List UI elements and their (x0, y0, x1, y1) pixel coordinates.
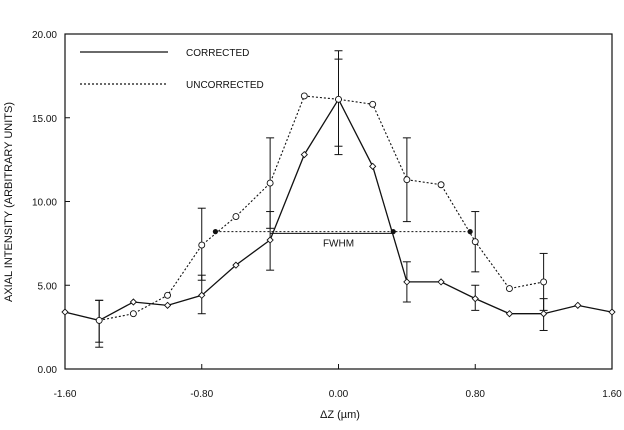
fwhm-label: FWHM (323, 239, 354, 250)
data-point (369, 100, 377, 108)
data-point (163, 301, 172, 309)
data-point (505, 285, 513, 293)
half-max-marker (467, 229, 473, 235)
data-point (198, 291, 206, 299)
data-point (608, 308, 616, 316)
data-point (437, 181, 445, 189)
x-tick-label: 1.60 (602, 389, 622, 400)
x-tick-label: -1.60 (54, 389, 77, 400)
data-point (129, 310, 137, 318)
data-point (198, 241, 206, 249)
data-point (61, 308, 69, 316)
error-bars (95, 50, 548, 348)
data-point (266, 236, 274, 244)
series-markers (61, 92, 616, 325)
legend-label-corrected: CORRECTED (186, 48, 249, 59)
data-point (232, 261, 240, 269)
data-point (471, 238, 479, 246)
y-tick-label: 0.00 (38, 365, 58, 376)
data-point (369, 162, 377, 170)
y-tick-label: 10.00 (32, 198, 57, 209)
y-axis-title: AXIAL INTENSITY (ARBITRARY UNITS) (3, 102, 15, 302)
x-tick-label: 0.80 (466, 389, 486, 400)
x-tick-label: 0.00 (329, 389, 349, 400)
data-point (164, 291, 172, 299)
fwhm-annotation: FWHM (212, 229, 473, 250)
data-point (232, 213, 240, 221)
data-point (300, 150, 308, 159)
series-line-uncorrected (99, 95, 544, 321)
data-point (403, 176, 411, 184)
data-point (540, 278, 548, 286)
data-point (335, 95, 342, 103)
legend-label-uncorrected: UNCORRECTED (186, 80, 264, 91)
data-point (437, 278, 445, 286)
data-point (471, 295, 479, 303)
legend: CORRECTED UNCORRECTED (80, 48, 264, 91)
y-tick-label: 5.00 (38, 281, 58, 292)
x-tick-label: -0.80 (190, 389, 213, 400)
data-point (505, 310, 514, 318)
y-tick-label: 15.00 (32, 114, 57, 125)
data-point (300, 92, 308, 100)
data-point (574, 301, 582, 309)
data-point (95, 316, 103, 324)
axis-ticks: 0.00 5.00 10.00 15.00 20.00 -1.60 -0.80 0.00 0.8… (32, 30, 622, 400)
data-point (266, 179, 274, 187)
data-point (403, 278, 411, 286)
data-point (129, 298, 138, 306)
x-axis-title: ΔZ (µm) (320, 409, 360, 421)
y-tick-label: 20.00 (32, 30, 57, 41)
data-point (539, 310, 548, 318)
